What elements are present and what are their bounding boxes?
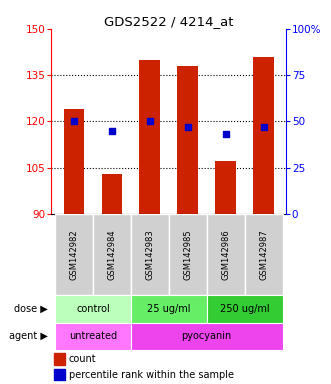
Point xyxy=(147,118,153,124)
Text: agent ▶: agent ▶ xyxy=(9,331,48,341)
Bar xyxy=(55,323,131,350)
Point xyxy=(109,127,115,134)
Bar xyxy=(139,60,160,214)
Text: GSM142986: GSM142986 xyxy=(221,229,230,280)
Bar xyxy=(131,295,207,323)
Text: GSM142985: GSM142985 xyxy=(183,229,192,280)
Text: untreated: untreated xyxy=(69,331,117,341)
Text: GSM142983: GSM142983 xyxy=(145,229,154,280)
Point xyxy=(185,124,190,131)
Text: GSM142984: GSM142984 xyxy=(108,229,117,280)
Bar xyxy=(215,161,236,214)
Title: GDS2522 / 4214_at: GDS2522 / 4214_at xyxy=(104,15,234,28)
Bar xyxy=(177,66,198,214)
Bar xyxy=(207,214,245,295)
Bar xyxy=(102,174,122,214)
Point xyxy=(261,124,266,131)
Bar xyxy=(253,56,274,214)
Text: GSM142987: GSM142987 xyxy=(259,229,268,280)
Text: GSM142982: GSM142982 xyxy=(70,229,78,280)
Text: percentile rank within the sample: percentile rank within the sample xyxy=(69,370,234,380)
Point xyxy=(71,118,77,124)
Point xyxy=(223,131,228,137)
Bar xyxy=(55,214,93,295)
Bar xyxy=(54,353,66,364)
Text: dose ▶: dose ▶ xyxy=(14,304,48,314)
Text: pyocyanin: pyocyanin xyxy=(182,331,232,341)
Text: count: count xyxy=(69,354,97,364)
Bar xyxy=(169,214,207,295)
Bar xyxy=(54,369,66,381)
Bar xyxy=(131,214,169,295)
Bar xyxy=(207,295,283,323)
Text: 250 ug/ml: 250 ug/ml xyxy=(220,304,269,314)
Bar xyxy=(93,214,131,295)
Text: control: control xyxy=(76,304,110,314)
Text: 25 ug/ml: 25 ug/ml xyxy=(147,304,191,314)
Bar xyxy=(245,214,283,295)
Bar xyxy=(64,109,84,214)
Bar xyxy=(131,323,283,350)
Bar xyxy=(55,295,131,323)
